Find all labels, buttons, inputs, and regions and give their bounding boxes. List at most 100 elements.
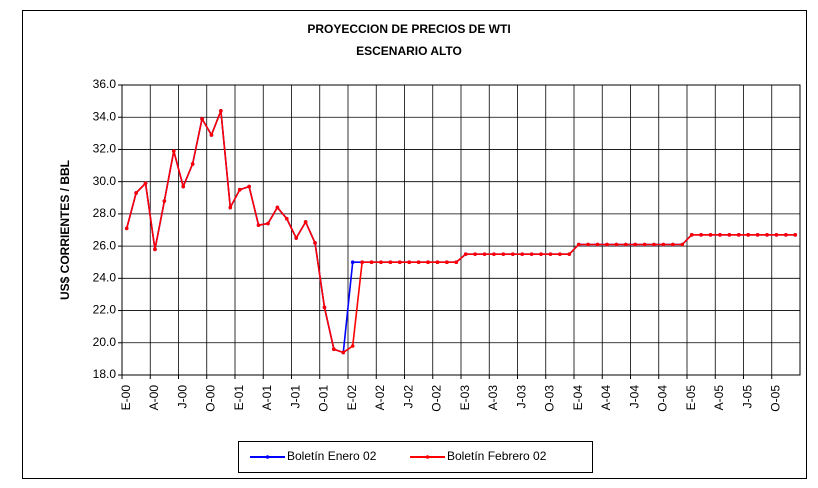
point-marker bbox=[539, 252, 543, 256]
point-marker bbox=[652, 242, 656, 247]
point-marker bbox=[784, 233, 788, 237]
point-marker bbox=[181, 184, 186, 189]
point-marker bbox=[661, 242, 666, 247]
point-marker bbox=[275, 205, 280, 210]
x-tick-label: J-01 bbox=[288, 385, 302, 409]
point-marker bbox=[143, 181, 148, 186]
point-marker bbox=[755, 233, 760, 237]
point-marker bbox=[256, 223, 261, 227]
point-marker bbox=[718, 233, 722, 237]
point-marker bbox=[294, 236, 299, 240]
y-tick-label: 20.0 bbox=[93, 335, 117, 349]
legend-marker bbox=[425, 455, 430, 459]
point-marker bbox=[219, 108, 223, 113]
point-marker bbox=[350, 344, 355, 348]
x-tick-label: E-04 bbox=[571, 385, 585, 411]
x-tick-label: O-05 bbox=[769, 385, 783, 412]
point-marker bbox=[397, 260, 402, 265]
point-marker bbox=[473, 252, 477, 256]
point-marker bbox=[746, 233, 751, 237]
x-tick-label: J-04 bbox=[627, 385, 641, 409]
point-marker bbox=[228, 205, 233, 210]
point-marker bbox=[369, 260, 374, 265]
x-tick-label: O-03 bbox=[543, 385, 557, 412]
x-tick-label: A-02 bbox=[373, 385, 387, 411]
y-axis-label: US$ CORRIENTES / BBL bbox=[58, 160, 72, 300]
chart-title: PROYECCION DE PRECIOS DE WTI bbox=[307, 22, 510, 36]
point-marker bbox=[765, 233, 769, 237]
legend-label: Boletín Febrero 02 bbox=[447, 449, 547, 463]
point-marker bbox=[350, 260, 355, 265]
x-tick-label: E-02 bbox=[345, 385, 359, 411]
point-marker bbox=[699, 233, 703, 237]
point-marker bbox=[642, 242, 647, 247]
y-tick-label: 28.0 bbox=[93, 206, 117, 220]
point-marker bbox=[708, 233, 713, 237]
point-marker bbox=[445, 260, 449, 265]
point-marker bbox=[595, 242, 600, 247]
point-marker bbox=[200, 117, 204, 121]
point-marker bbox=[209, 133, 214, 137]
point-marker bbox=[605, 242, 609, 247]
point-marker bbox=[510, 252, 515, 256]
x-tick-label: A-03 bbox=[486, 385, 500, 411]
x-tick-label: J-05 bbox=[740, 385, 754, 409]
point-marker bbox=[379, 260, 383, 265]
point-marker bbox=[727, 233, 732, 237]
x-tick-label: O-02 bbox=[430, 385, 444, 412]
point-marker bbox=[266, 221, 270, 226]
y-tick-label: 18.0 bbox=[93, 367, 117, 381]
x-tick-label: A-05 bbox=[712, 385, 726, 411]
point-marker bbox=[388, 260, 393, 265]
legend-label: Boletín Enero 02 bbox=[287, 449, 377, 463]
x-tick-label: J-03 bbox=[514, 385, 528, 409]
y-tick-label: 22.0 bbox=[93, 303, 117, 317]
point-marker bbox=[680, 242, 685, 247]
point-marker bbox=[576, 242, 581, 247]
point-marker bbox=[501, 252, 506, 256]
point-marker bbox=[171, 149, 176, 153]
point-marker bbox=[416, 260, 421, 265]
point-marker bbox=[134, 191, 138, 195]
point-marker bbox=[558, 252, 562, 256]
y-tick-label: 30.0 bbox=[93, 174, 117, 188]
x-tick-label: E-00 bbox=[119, 385, 133, 411]
point-marker bbox=[548, 252, 553, 256]
point-marker bbox=[237, 187, 242, 192]
point-marker bbox=[407, 260, 412, 265]
x-tick-label: A-00 bbox=[147, 385, 161, 411]
y-tick-label: 26.0 bbox=[93, 238, 117, 252]
point-marker bbox=[614, 242, 619, 247]
point-marker bbox=[671, 242, 675, 247]
x-tick-label: J-00 bbox=[175, 385, 189, 409]
point-marker bbox=[463, 252, 468, 256]
point-marker bbox=[482, 252, 487, 256]
x-tick-label: J-02 bbox=[401, 385, 415, 409]
point-marker bbox=[586, 242, 590, 247]
x-tick-label: O-04 bbox=[656, 385, 670, 412]
point-marker bbox=[793, 233, 798, 237]
y-tick-label: 24.0 bbox=[93, 271, 117, 285]
y-tick-label: 34.0 bbox=[93, 109, 117, 123]
point-marker bbox=[736, 233, 741, 237]
point-marker bbox=[623, 242, 628, 247]
point-marker bbox=[247, 184, 251, 189]
point-marker bbox=[774, 233, 779, 237]
point-marker bbox=[520, 252, 525, 256]
point-marker bbox=[529, 252, 534, 256]
point-marker bbox=[322, 305, 327, 310]
point-marker bbox=[284, 216, 289, 221]
chart-subtitle: ESCENARIO ALTO bbox=[356, 44, 462, 58]
point-marker bbox=[454, 260, 459, 265]
point-marker bbox=[689, 233, 694, 237]
point-marker bbox=[492, 252, 496, 256]
point-marker bbox=[162, 199, 167, 203]
x-tick-label: E-01 bbox=[232, 385, 246, 411]
x-tick-label: O-01 bbox=[317, 385, 331, 412]
point-marker bbox=[360, 260, 364, 265]
x-tick-label: E-05 bbox=[684, 385, 698, 411]
x-tick-label: A-01 bbox=[260, 385, 274, 411]
y-tick-label: 36.0 bbox=[93, 77, 117, 91]
point-marker bbox=[124, 226, 129, 231]
